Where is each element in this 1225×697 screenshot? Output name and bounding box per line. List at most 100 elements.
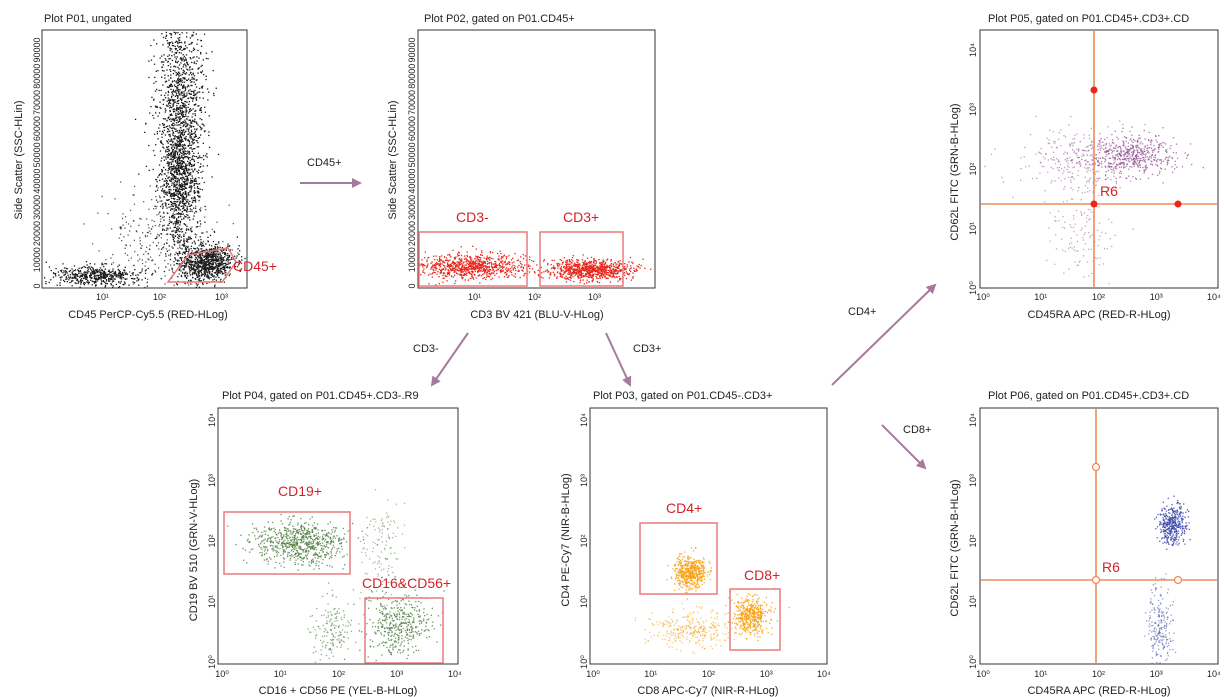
plot-title: Plot P01, ungated	[44, 13, 131, 25]
gate-label: CD45+	[233, 258, 277, 274]
tick-label: 10²	[332, 669, 345, 679]
gating-arrows: CD45+ CD3- CD3+ CD4+ CD8+	[300, 157, 937, 470]
tick-label: 60000	[32, 116, 42, 141]
tick-label: 10³	[579, 474, 589, 487]
tick-label: 10⁰	[968, 655, 978, 669]
gate-label: CD3-	[456, 209, 489, 225]
plot-p04: Plot P04, gated on P01.CD45+.CD3-.R9 CD1…	[188, 390, 462, 697]
tick-label: 50000	[32, 142, 42, 167]
tick-label: 10⁴	[968, 43, 978, 57]
arrow-label-cd3pos: CD3+	[633, 343, 661, 355]
axis-ticks: 10⁰ 10¹ 10² 10³ 10⁴ 10⁰ 10¹ 10² 10³ 10⁴	[968, 43, 1221, 302]
event-dots	[419, 245, 652, 287]
gate-label: CD3+	[563, 209, 599, 225]
gate-cd8-box	[729, 588, 781, 651]
arrow-label-cd8: CD8+	[903, 424, 931, 436]
x-ticks: 10¹ 10² 10³	[96, 292, 228, 302]
tick-label: 10⁰	[207, 655, 217, 669]
tick-label: 10⁴	[448, 669, 462, 679]
gate-cd3neg-box	[418, 231, 528, 287]
quadrant-handle[interactable]	[1174, 200, 1182, 208]
tick-label: 10²	[702, 669, 715, 679]
gate-cd16cd56-box	[364, 597, 444, 664]
tick-label: 10⁰	[976, 292, 990, 302]
tick-label: 10²	[968, 534, 978, 547]
x-axis-label: CD8 APC-Cy7 (NIR-R-HLog)	[637, 685, 778, 697]
tick-label: 10000	[32, 247, 42, 272]
tick-label: 10⁰	[968, 281, 978, 295]
plot-frame	[417, 29, 656, 289]
x-axis-label: CD16 + CD56 PE (YEL-B-HLog)	[259, 685, 418, 697]
y-axis-label: CD62L FITC (GRN-B-HLog)	[949, 103, 961, 240]
axis-ticks: 10⁰ 10¹ 10² 10³ 10⁴ 10⁰ 10¹ 10² 10³ 10⁴	[579, 413, 831, 679]
tick-label: 10⁴	[207, 413, 217, 427]
plot-title: Plot P02, gated on P01.CD45+	[424, 13, 575, 25]
y-axis-label: CD4 PE-Cy7 (NIR-B-HLog)	[560, 473, 572, 606]
plot-p05: Plot P05, gated on P01.CD45+.CD3+.CD R6 …	[949, 13, 1221, 321]
x-axis-label: CD45 PerCP-Cy5.5 (RED-HLog)	[68, 309, 228, 321]
x-axis-label: CD45RA APC (RED-R-HLog)	[1027, 309, 1170, 321]
gate-cd4-box	[639, 522, 718, 595]
tick-label: 10⁴	[1207, 669, 1221, 679]
tick-label: 10000	[407, 247, 417, 272]
tick-label: 10²	[1092, 292, 1105, 302]
tick-label: 10²	[579, 534, 589, 547]
plot-title: Plot P03, gated on P01.CD45-.CD3+	[593, 390, 772, 402]
tick-label: 10²	[207, 534, 217, 547]
tick-label: 10²	[968, 162, 978, 175]
tick-label: 10¹	[644, 669, 657, 679]
arrow-cd8	[881, 424, 927, 470]
tick-label: 10³	[760, 669, 773, 679]
gate-cd45-polygon	[166, 247, 237, 283]
tick-label: 70000	[407, 90, 417, 115]
tick-label: 10⁰	[586, 669, 600, 679]
tick-label: 20000	[407, 221, 417, 246]
gate-label: R6	[1102, 559, 1120, 575]
x-ticks: 10¹ 10² 10³	[468, 292, 601, 302]
tick-label: 10⁴	[1207, 292, 1221, 302]
event-dots	[44, 31, 246, 289]
tick-label: 10¹	[274, 669, 287, 679]
x-tick-label: 10²	[528, 292, 541, 302]
tick-label: 0	[407, 283, 417, 288]
tick-label: 70000	[32, 90, 42, 115]
quadrant-handle[interactable]	[1090, 200, 1098, 208]
plot-p03: Plot P03, gated on P01.CD45-.CD3+ CD4+ C…	[560, 390, 831, 697]
y-axis-label: CD62L FITC (GRN-B-HLog)	[949, 479, 961, 616]
plot-p06: Plot P06, gated on P01.CD45+.CD3+.CD R6 …	[949, 390, 1221, 697]
tick-label: 90000	[407, 37, 417, 62]
quadrant-handle[interactable]	[1173, 575, 1183, 585]
quadrant-handle[interactable]	[1091, 462, 1101, 472]
plot-title: Plot P06, gated on P01.CD45+.CD3+.CD	[988, 390, 1189, 402]
arrow-cd4	[831, 283, 937, 386]
tick-label: 10¹	[968, 222, 978, 235]
quadrant-handle[interactable]	[1091, 575, 1101, 585]
event-dots	[984, 115, 1204, 285]
tick-label: 10⁴	[817, 669, 831, 679]
x-tick-label: 10¹	[96, 292, 109, 302]
x-tick-label: 10³	[588, 292, 601, 302]
tick-label: 10¹	[579, 595, 589, 608]
tick-label: 10³	[207, 474, 217, 487]
arrow-label-cd3neg: CD3-	[413, 343, 439, 355]
gate-cd19-box	[223, 511, 351, 575]
tick-label: 10⁰	[976, 669, 990, 679]
x-tick-label: 10¹	[468, 292, 481, 302]
gate-label: CD16&CD56+	[362, 575, 451, 591]
tick-label: 60000	[407, 116, 417, 141]
tick-label: 10²	[1092, 669, 1105, 679]
y-axis-label: Side Scatter (SSC-HLin)	[13, 100, 25, 219]
y-axis-label: CD19 BV 510 (GRN-V-HLog)	[188, 479, 200, 621]
event-dots	[227, 489, 445, 663]
x-tick-label: 10³	[215, 292, 228, 302]
tick-label: 10¹	[207, 595, 217, 608]
tick-label: 10³	[1150, 669, 1163, 679]
x-tick-label: 10²	[153, 292, 166, 302]
arrow-label-cd45: CD45+	[307, 157, 342, 169]
tick-label: 10³	[390, 669, 403, 679]
quadrant-handle[interactable]	[1090, 86, 1098, 94]
arrow-label-cd4: CD4+	[848, 306, 876, 318]
gate-label: CD4+	[666, 500, 702, 516]
plot-frame	[217, 407, 459, 665]
